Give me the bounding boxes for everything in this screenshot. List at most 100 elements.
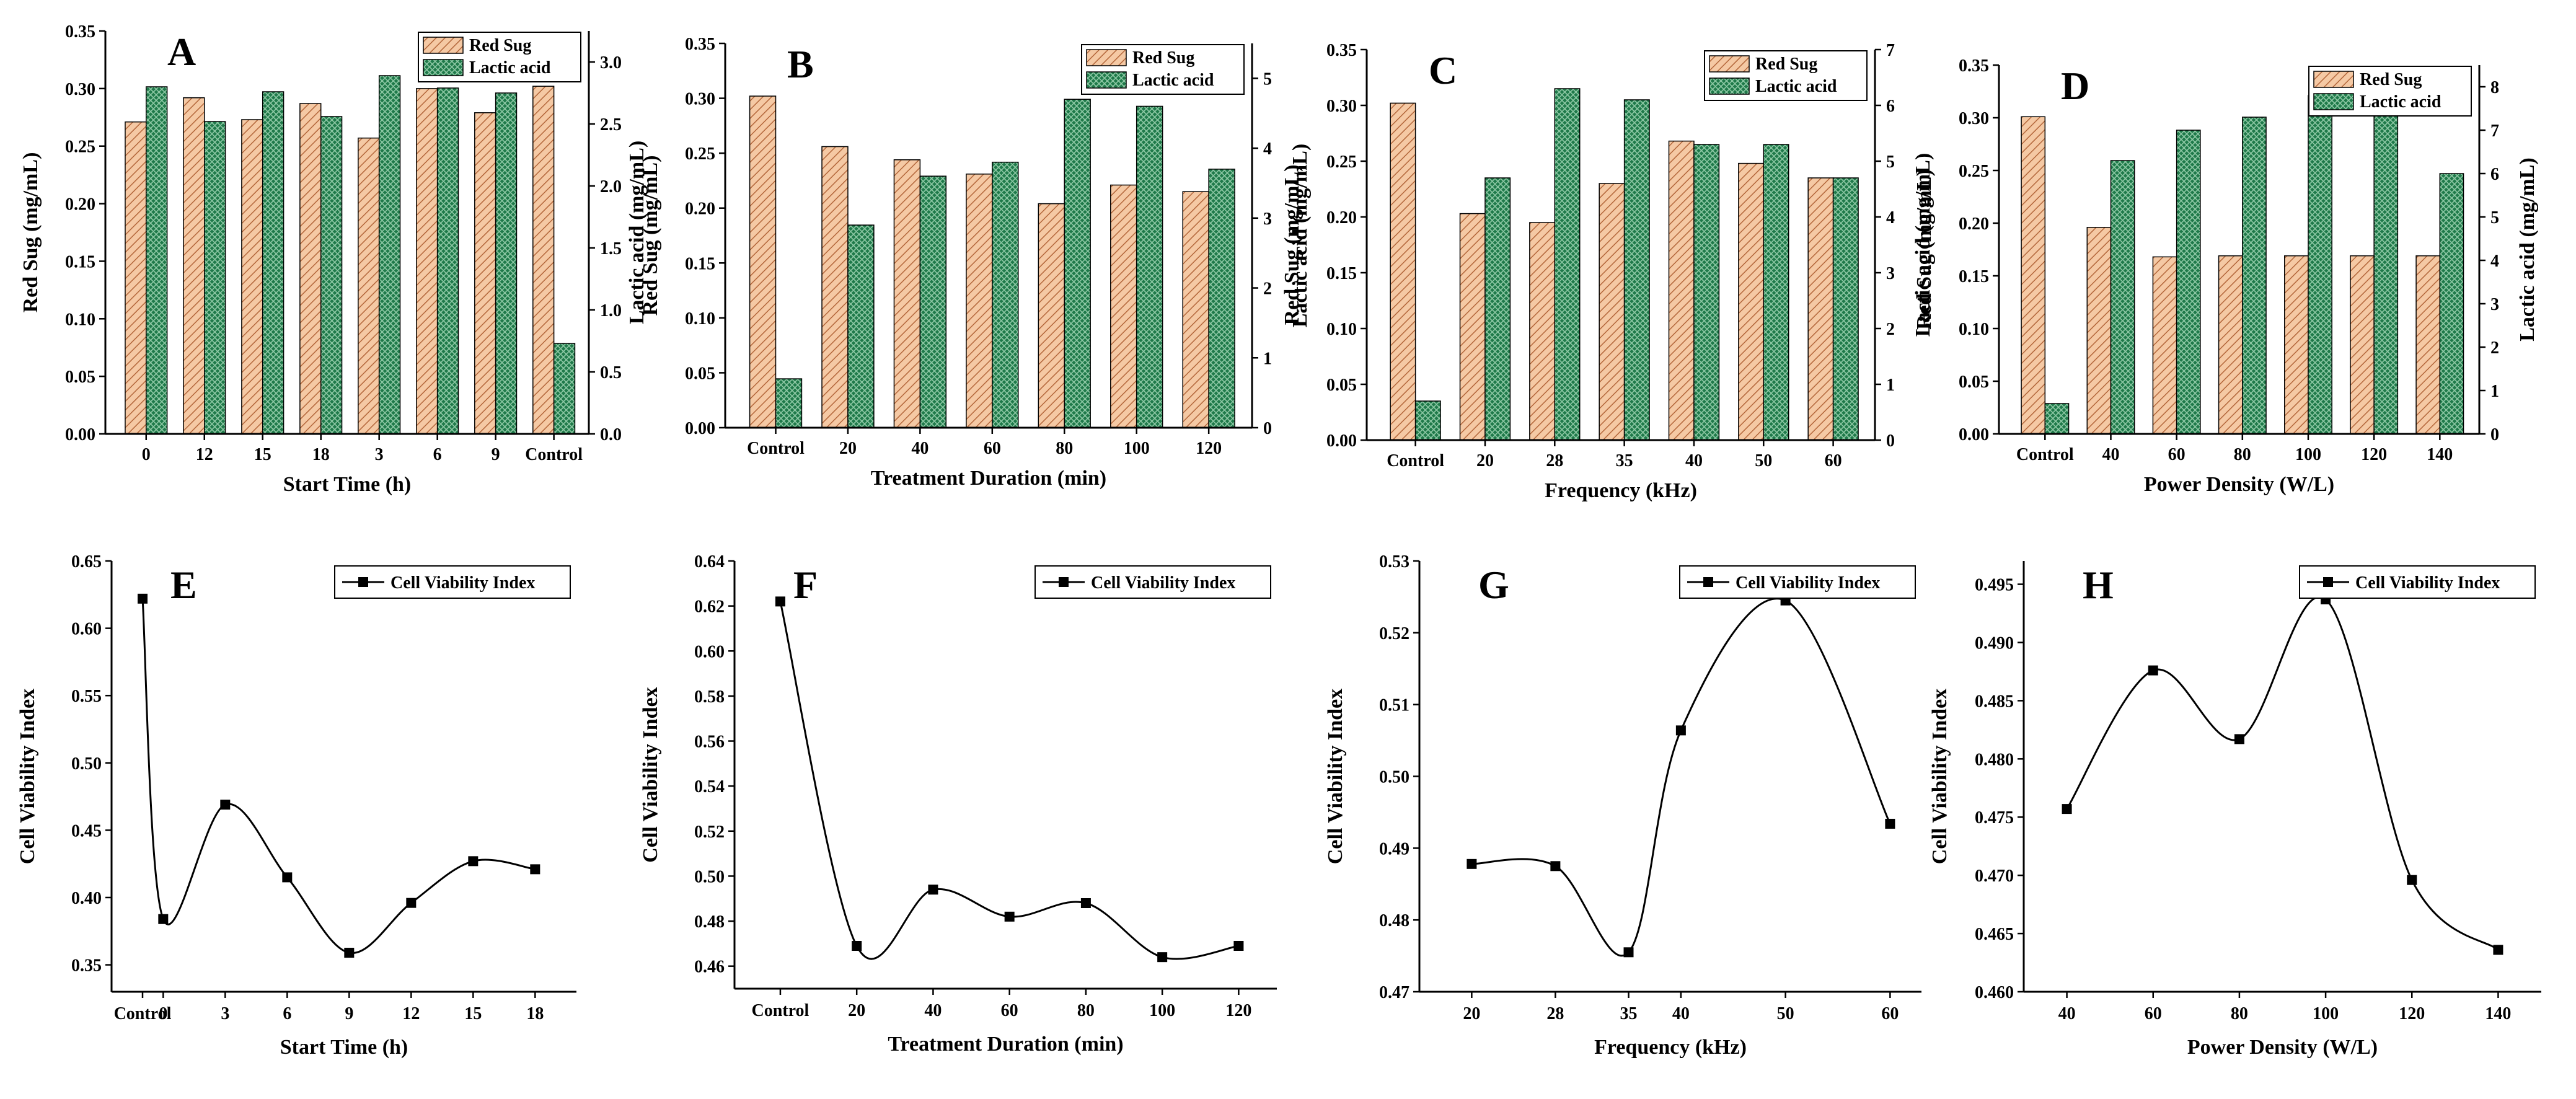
legend-swatch-red-sug	[1086, 49, 1127, 66]
y-tick-label: 0.485	[1975, 692, 2014, 711]
x-tick-label: Control	[114, 1004, 172, 1023]
panels: 0 12 15 18 3 6 9 Control0.000.050.100.150.200.2…	[16, 22, 2541, 1059]
bar-red-sug-d-5	[2350, 255, 2375, 435]
bar-red-sug-c-0	[1390, 102, 1416, 441]
data-point-5	[2493, 945, 2503, 955]
bar-lactic-acid-d-6	[2439, 173, 2464, 435]
x-tick-label: 120	[2399, 1004, 2425, 1023]
data-point-3	[282, 872, 293, 883]
bar-lactic-acid-a-1	[204, 121, 226, 435]
x-tick-label: 60	[2168, 445, 2186, 464]
y2-tick-label: 2	[1263, 280, 1272, 299]
y-tick-label: 0.53	[1379, 552, 1409, 572]
bar-lactic-acid-d-5	[2373, 104, 2399, 435]
bar-red-sug-a-1	[183, 97, 205, 435]
data-point-0	[138, 593, 148, 604]
y2-tick-label: 4	[1263, 139, 1272, 159]
bar-red-sug-d-4	[2284, 255, 2309, 435]
y2-tick-label: 5	[1886, 152, 1895, 172]
y-tick-label: 0.45	[71, 821, 102, 841]
y2-tick-label: 1	[1886, 376, 1895, 395]
y-tick-label: 0.30	[685, 90, 715, 109]
y2-tick-label: 5	[2490, 208, 2499, 227]
data-point-2	[220, 800, 231, 810]
x-tick-label: 3	[375, 445, 384, 464]
bar-red-sug-b-2	[893, 159, 921, 428]
x-tick-label: 20	[839, 439, 857, 458]
y-tick-label: 0.64	[694, 552, 725, 572]
panel-a: 0 12 15 18 3 6 9 Control 0.00 0.05 0.10 0.15 0.20 0.2…	[19, 22, 648, 496]
bar-lactic-acid-a-6	[495, 92, 518, 435]
x-tick-label: Control	[752, 1001, 809, 1020]
x-tick-label: 80	[2231, 1004, 2248, 1023]
bar-red-sug-d-3	[2218, 255, 2243, 435]
y-tick-label: 0.20	[685, 200, 715, 219]
bar-lactic-acid-d-3	[2242, 117, 2267, 435]
y-axis-title: Red Sug (mg/mL)	[19, 152, 42, 313]
bar-lactic-acid-b-4	[1064, 99, 1091, 428]
series-line-cell-viability-index	[141, 598, 536, 954]
bar-lactic-acid-c-0	[1414, 400, 1441, 441]
data-point-4	[1080, 898, 1091, 908]
y2-tick-label: 0.0	[600, 425, 622, 444]
x-tick-label: 120	[2361, 445, 2387, 464]
bar-lactic-acid-a-5	[436, 87, 459, 435]
series-line-cell-viability-index	[779, 601, 1239, 960]
panel-letter: H	[2083, 563, 2114, 607]
y-tick-label: 0.47	[1379, 983, 1409, 1002]
x-axis-title: Frequency (kHz)	[1594, 1036, 1747, 1059]
data-point-1	[2148, 665, 2158, 676]
y2-tick-label: 4	[1886, 208, 1895, 227]
data-point-5	[1885, 818, 1895, 829]
data-point-1	[1550, 861, 1561, 872]
y-tick-label: 0.52	[694, 823, 725, 842]
bar-lactic-acid-c-6	[1832, 177, 1859, 441]
bar-lactic-acid-a-7	[553, 343, 576, 435]
x-tick-label: 18	[312, 445, 330, 464]
x-tick-label: 6	[433, 445, 442, 464]
y-tick-label: 0.475	[1975, 808, 2014, 828]
y2-tick-label: 1	[1263, 349, 1272, 368]
series-line-cell-viability-index	[2066, 596, 2499, 951]
y2-tick-label: 2	[2490, 338, 2499, 358]
y-tick-label: 0.15	[1959, 267, 1989, 286]
x-tick-label: 100	[2295, 445, 2321, 464]
y-tick-label: 0.15	[685, 254, 715, 273]
y-tick-label: 0.15	[65, 252, 95, 271]
legend-label: Cell Viability Index	[2355, 573, 2500, 593]
y-tick-label: 0.05	[1326, 376, 1357, 395]
x-tick-label: 9	[492, 445, 500, 464]
legend-label-lactic-acid: Lactic acid	[2360, 92, 2441, 112]
y2-tick-label: 0	[1263, 419, 1272, 438]
bar-lactic-acid-d-1	[2110, 160, 2135, 435]
bar-lactic-acid-a-0	[146, 86, 168, 435]
y-tick-label: 0.15	[1326, 264, 1357, 283]
x-tick-label: 20	[1463, 1004, 1480, 1023]
bar-red-sug-a-7	[532, 86, 555, 435]
y-tick-label: 0.30	[65, 80, 95, 99]
panel-g: 0.47 0.48 0.49 0.50 0.51 0.52 0.53 20 28 35 40 50 60…	[1324, 552, 1921, 1059]
y2-tick-label: 0.5	[600, 363, 622, 382]
y-tick-label: 0.10	[685, 309, 715, 329]
panel-b: Control 20 40 60 80 100 1200.000.050.100.150.2…	[639, 35, 1312, 490]
y-tick-label: 0.30	[1326, 97, 1357, 116]
bar-red-sug-b-0	[749, 95, 777, 428]
y-tick-label: 0.50	[71, 754, 102, 774]
x-tick-label: 80	[1056, 439, 1073, 458]
x-tick-label: 15	[254, 445, 271, 464]
panel-letter: G	[1478, 563, 1509, 607]
legend-swatch-red-sug	[423, 37, 464, 54]
y2-tick-label: 8	[2490, 78, 2499, 97]
bar-red-sug-c-3	[1599, 183, 1625, 441]
legend-label-red-sug: Red Sug	[469, 36, 531, 55]
x-tick-label: 60	[2145, 1004, 2162, 1023]
legend-swatch-red-sug	[2313, 71, 2354, 88]
data-point-3	[1675, 725, 1686, 736]
bar-lactic-acid-c-2	[1554, 88, 1581, 441]
legend-label: Cell Viability Index	[390, 573, 535, 593]
panel-letter: D	[2061, 64, 2089, 108]
y-tick-label: 0.58	[694, 687, 725, 707]
y-axis-title: Cell Viability Index	[1928, 689, 1951, 864]
y2-axis-title: Lactic acid (mg/mL)	[625, 141, 648, 325]
data-point-1	[852, 941, 862, 951]
